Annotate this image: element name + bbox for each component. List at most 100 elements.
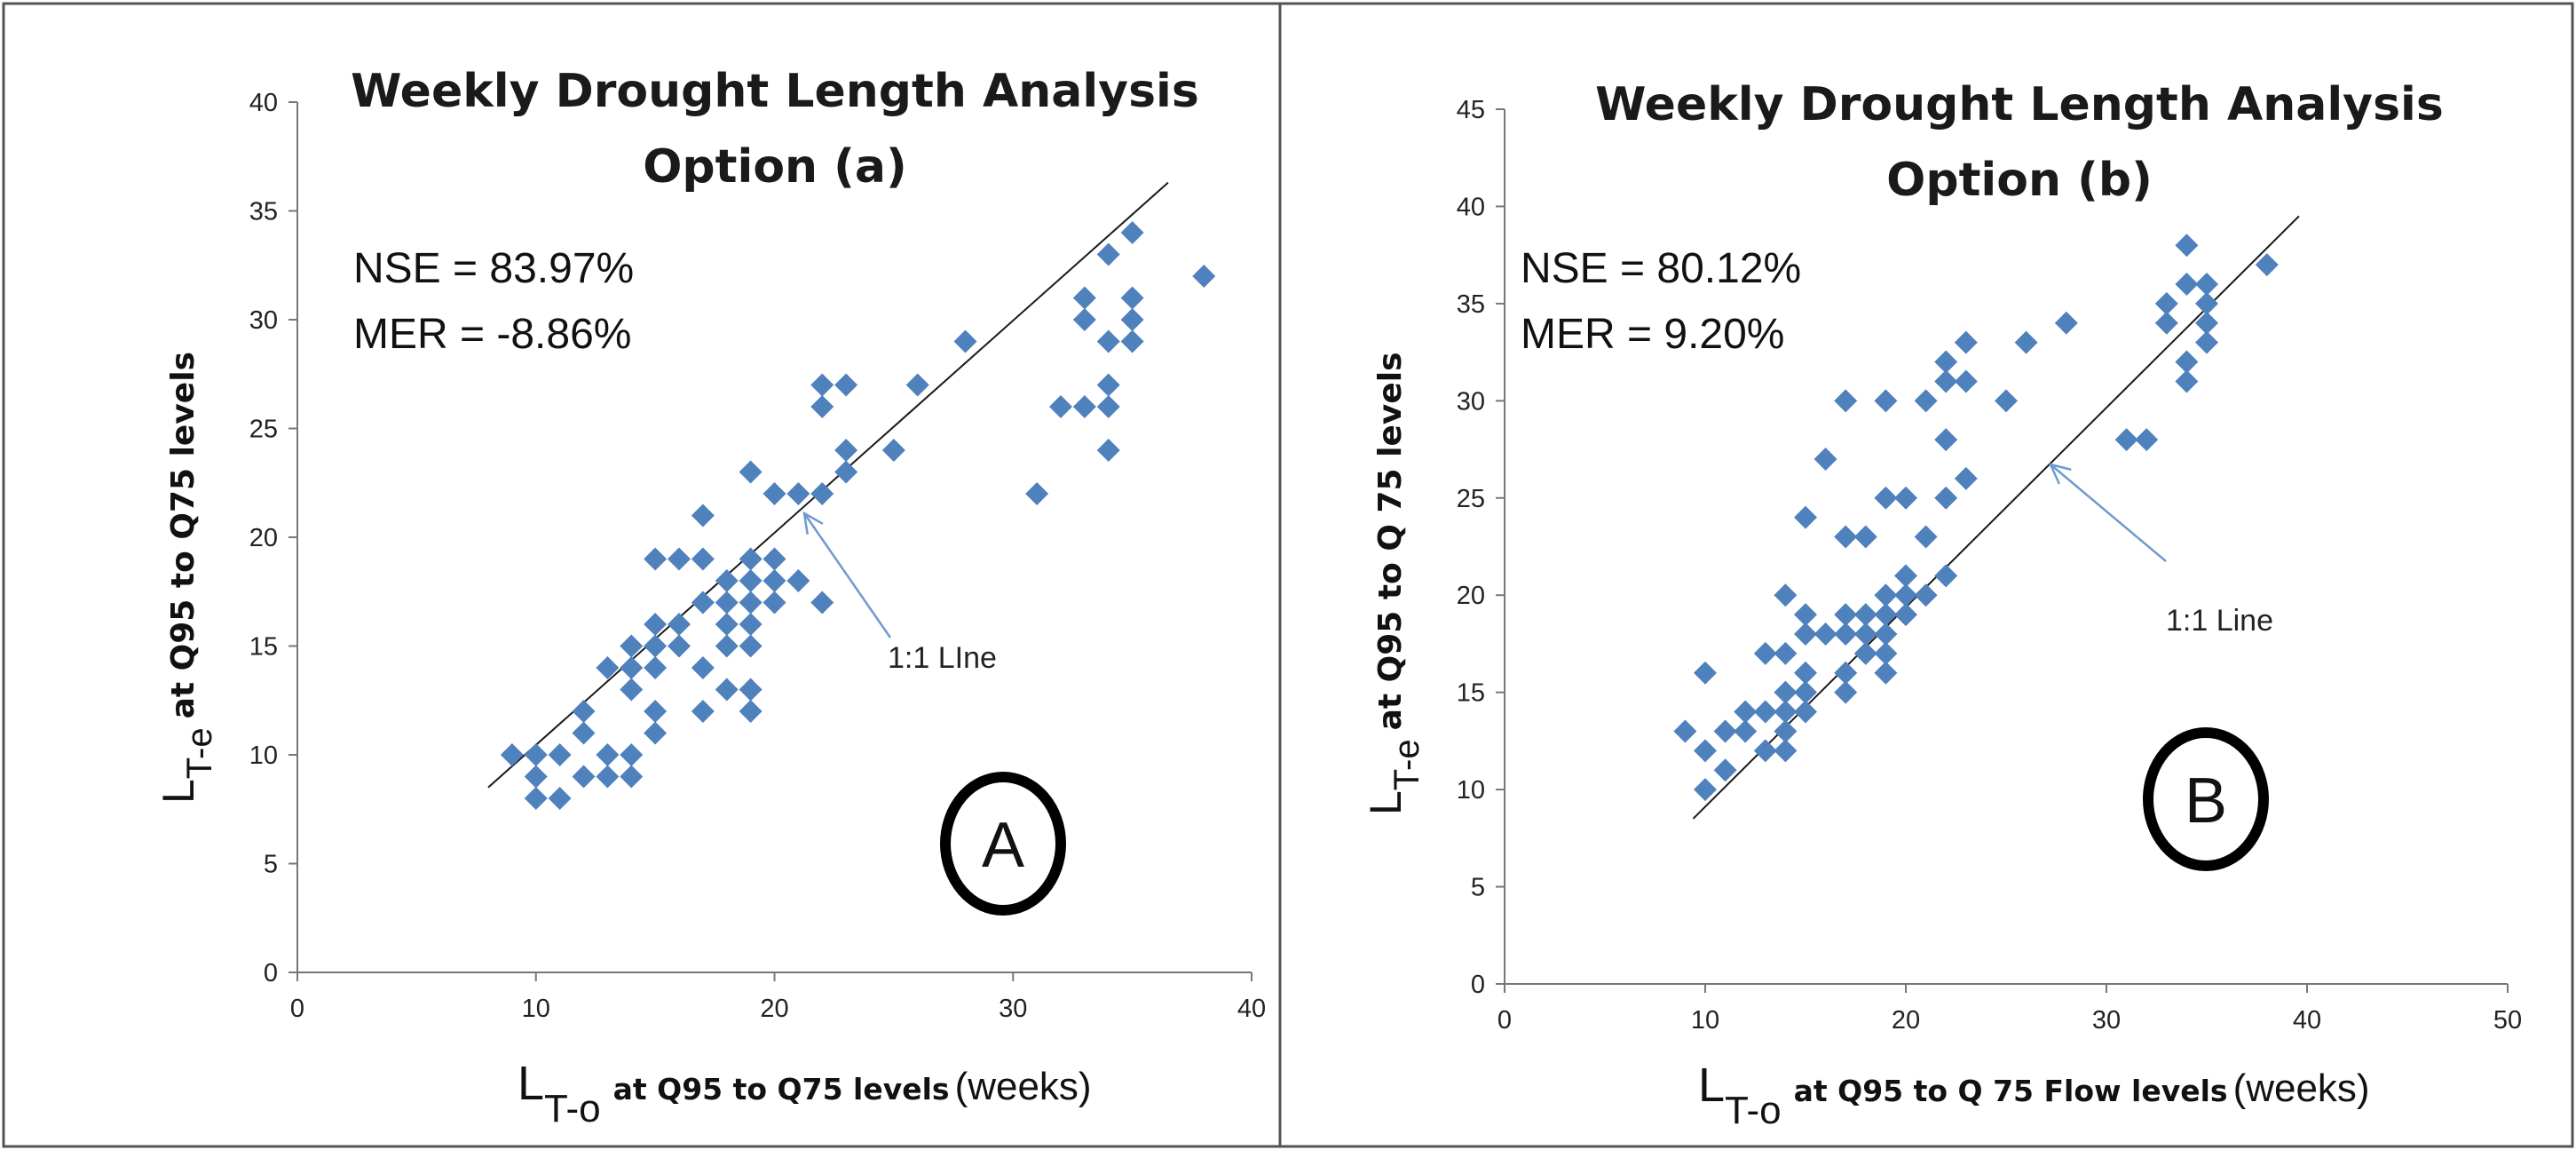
data-point	[1774, 700, 1798, 724]
data-point	[1934, 428, 1958, 452]
data-point	[1120, 308, 1144, 331]
data-point	[1753, 700, 1777, 724]
x-axis-bold-text: at Q95 to Q75 levels	[613, 1072, 950, 1106]
data-point	[1914, 389, 1938, 413]
y-tick-label: 15	[249, 633, 278, 662]
annotation-arrow	[2050, 464, 2167, 562]
x-tick-label: 50	[2493, 1006, 2522, 1035]
data-point	[644, 721, 668, 745]
data-point	[739, 460, 763, 484]
data-point	[596, 765, 620, 789]
chart-title-line1: Weekly Drought Length Analysis	[351, 65, 1199, 118]
data-point	[524, 787, 548, 810]
y-tick-label: 35	[1457, 290, 1485, 319]
data-point	[1874, 661, 1898, 685]
data-point	[834, 373, 858, 397]
data-point	[763, 482, 786, 505]
annotation-arrow-head	[802, 511, 824, 535]
data-point	[1954, 466, 1978, 490]
x-tick-label: 40	[1237, 995, 1266, 1023]
data-point	[1934, 350, 1958, 374]
data-point	[1874, 486, 1898, 510]
data-point	[1934, 486, 1958, 510]
data-point	[1874, 641, 1898, 665]
one-to-one-annotation: 1:1 Line	[2166, 604, 2273, 638]
data-point	[1914, 525, 1938, 549]
data-point	[1120, 221, 1144, 244]
annotation-arrow-head	[2048, 463, 2072, 485]
data-point	[1894, 603, 1917, 627]
data-point	[810, 591, 834, 615]
data-point	[739, 634, 763, 658]
data-point	[1694, 739, 1717, 763]
data-point	[1120, 286, 1144, 310]
x-axis-label: LT-o at Q95 to Q75 levels (weeks)	[518, 1057, 1092, 1130]
data-point	[1794, 603, 1817, 627]
data-point	[715, 591, 739, 615]
data-point	[1734, 700, 1758, 724]
data-point	[2255, 253, 2279, 277]
data-point	[1853, 603, 1877, 627]
data-point	[2014, 330, 2038, 354]
data-point	[572, 721, 596, 745]
data-point	[1914, 583, 1938, 607]
data-point	[1694, 661, 1717, 685]
y-tick-label: 5	[1471, 874, 1485, 902]
data-point	[1794, 623, 1817, 646]
panel-b-axes: 0 5 10 15 20 25 30 35 40 45 0 10 20 30 40 50	[1457, 96, 2522, 1035]
y-tick-label: 15	[1457, 679, 1485, 708]
data-point	[1894, 583, 1917, 607]
x-axis-unit: (weeks)	[2233, 1067, 2370, 1110]
y-tick-label: 25	[1457, 485, 1485, 513]
panel-b-frame	[1278, 2, 2574, 1148]
data-point	[644, 656, 668, 679]
data-point	[691, 591, 715, 615]
y-axis-label: LT-e at Q95 to Q 75 levels	[1361, 352, 1426, 815]
y-axis-bold-text: at Q95 to Q75 levels	[165, 352, 201, 718]
data-point	[1096, 395, 1120, 418]
data-point	[881, 439, 905, 462]
panel-b-labels: Weekly Drought Length Analysis Option (b)…	[1361, 78, 2444, 1132]
data-point	[2175, 234, 2199, 258]
data-point	[1072, 286, 1096, 310]
y-tick-label: 0	[1471, 971, 1485, 999]
data-point	[1774, 680, 1798, 704]
panel-badge-circle	[940, 772, 1066, 916]
data-point	[644, 613, 668, 636]
data-point	[572, 700, 596, 723]
x-axis-bold-text: at Q95 to Q 75 Flow levels	[1794, 1074, 2228, 1108]
data-point	[715, 569, 739, 592]
data-point	[739, 700, 763, 723]
data-point	[1774, 641, 1798, 665]
data-point	[1813, 448, 1837, 471]
panel-badge-letter: A	[982, 810, 1024, 881]
data-point	[2175, 369, 2199, 393]
data-point	[2135, 428, 2159, 452]
data-point	[620, 743, 644, 766]
data-point	[1834, 661, 1858, 685]
data-point	[1096, 242, 1120, 266]
data-point	[1834, 525, 1858, 549]
x-axis-symbol: L	[518, 1057, 544, 1110]
data-point	[1694, 778, 1717, 802]
data-point	[1834, 603, 1858, 627]
y-tick-label: 10	[1457, 776, 1485, 805]
y-tick-label: 45	[1457, 96, 1485, 124]
data-point	[1049, 395, 1072, 418]
nse-stat: NSE = 80.12%	[1521, 245, 1801, 292]
data-point	[739, 613, 763, 636]
y-tick-label: 0	[264, 959, 278, 987]
data-point	[739, 591, 763, 615]
panel-badge-letter: B	[2185, 765, 2227, 837]
y-axis-subscript: T-e	[180, 727, 219, 779]
data-point	[1096, 373, 1120, 397]
data-point	[1874, 623, 1898, 646]
y-tick-label: 30	[249, 306, 278, 335]
data-point	[691, 547, 715, 571]
data-point	[500, 743, 524, 766]
data-point	[1794, 700, 1817, 724]
panel-a-points	[487, 181, 1216, 810]
data-point	[1120, 329, 1144, 353]
data-point	[548, 787, 572, 810]
data-point	[715, 678, 739, 702]
